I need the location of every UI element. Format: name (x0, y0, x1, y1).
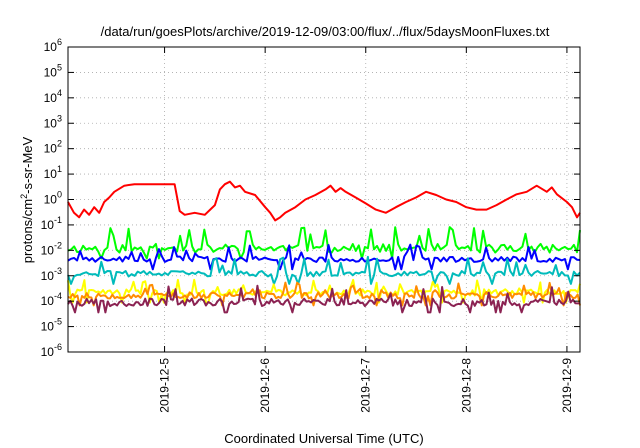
y-tick-base: 10 (44, 193, 58, 207)
y-tick-base: 10 (44, 116, 58, 130)
y-axis: 10-610-510-410-310-210-11001011021031041… (41, 37, 580, 359)
x-tick-label: 2019-12-7 (359, 358, 373, 413)
y-tick-base: 10 (41, 243, 55, 257)
y-tick-exponent: 2 (57, 139, 62, 149)
y-tick-label: 106 (44, 37, 62, 54)
y-axis-label-sup: 2 (19, 194, 29, 199)
y-tick-label: 10-6 (41, 342, 62, 359)
y-tick-exponent: -2 (54, 240, 62, 250)
y-tick-exponent: -6 (54, 342, 62, 352)
x-axis: 2019-12-5 2019-12-6 2019-12-7 2019-12-8 2019… (158, 47, 574, 413)
y-tick-base: 10 (44, 40, 58, 54)
y-tick-exponent: 0 (57, 190, 62, 200)
y-tick-base: 10 (44, 65, 58, 79)
series-line-6 (67, 281, 581, 307)
y-tick-label: 104 (44, 88, 62, 105)
y-tick-exponent: -3 (54, 266, 62, 276)
plot-grid (68, 47, 580, 352)
y-tick-label: 10-2 (41, 240, 62, 257)
y-tick-base: 10 (41, 269, 55, 283)
x-tick-label: 2019-12-6 (258, 358, 272, 413)
y-tick-base: 10 (44, 142, 58, 156)
y-tick-label: 105 (44, 62, 62, 79)
y-tick-exponent: 6 (57, 37, 62, 47)
series-line-1 (67, 180, 581, 222)
y-tick-base: 10 (41, 218, 55, 232)
y-tick-exponent: -1 (54, 215, 62, 225)
y-tick-exponent: 1 (57, 164, 62, 174)
x-tick-label: 2019-12-9 (560, 358, 574, 413)
y-tick-base: 10 (41, 345, 55, 359)
y-tick-exponent: 4 (57, 88, 62, 98)
y-tick-base: 10 (44, 91, 58, 105)
y-tick-base: 10 (44, 167, 58, 181)
y-tick-base: 10 (41, 294, 55, 308)
y-tick-label: 103 (44, 113, 62, 130)
y-tick-base: 10 (41, 320, 55, 334)
y-tick-label: 10-4 (41, 291, 62, 308)
x-tick-label: 2019-12-8 (459, 358, 473, 413)
y-axis-label-main: protons/cm (20, 199, 35, 263)
x-axis-label: Coordinated Universal Time (UTC) (224, 431, 423, 446)
y-axis-label: protons/cm2-s-sr-MeV (19, 136, 35, 263)
series-line-7 (67, 284, 581, 314)
y-tick-exponent: -4 (54, 291, 62, 301)
y-tick-label: 100 (44, 190, 62, 207)
plot-series (67, 180, 581, 314)
chart-title: /data/run/goesPlots/archive/2019-12-09/0… (101, 24, 550, 39)
series-line-2 (67, 226, 581, 260)
y-tick-label: 10-3 (41, 266, 62, 283)
series-line-3 (67, 243, 581, 271)
y-tick-label: 10-1 (41, 215, 62, 232)
y-tick-label: 101 (44, 164, 62, 181)
series-line-4 (67, 255, 581, 285)
y-tick-label: 10-5 (41, 317, 62, 334)
y-tick-exponent: 3 (57, 113, 62, 123)
y-axis-label-rest: -s-sr-MeV (20, 136, 35, 193)
y-tick-label: 102 (44, 139, 62, 156)
x-tick-label: 2019-12-5 (158, 358, 172, 413)
y-tick-exponent: -5 (54, 317, 62, 327)
y-tick-exponent: 5 (57, 62, 62, 72)
